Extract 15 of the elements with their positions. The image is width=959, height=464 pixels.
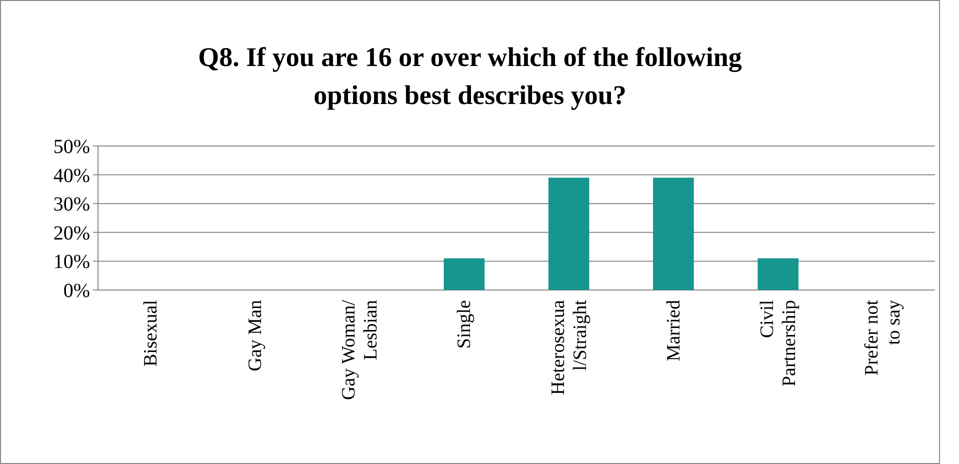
y-tick-label: 40% [53,164,90,187]
y-tick-label: 20% [53,222,90,244]
x-tick-label: Single [454,300,476,349]
x-tick-label: Gay Man [244,300,266,372]
y-tick-label: 30% [53,194,90,216]
y-tick-label: 50% [53,136,90,158]
y-tick-label: 0% [63,280,90,302]
x-tick-label: Civil Partnership [757,300,800,387]
chart-title: Q8. If you are 16 or over which of the following options best describes you? [198,42,742,110]
x-tick-label: Gay Woman/ Lesbian [338,299,382,400]
x-tick-label: Heterosexual/Straight [548,299,591,395]
x-tick-label: Bisexual [140,300,162,366]
x-tick-label: Prefer not to say [862,299,905,376]
y-tick-label: 10% [53,251,90,274]
x-tick-label: Married [663,300,684,362]
